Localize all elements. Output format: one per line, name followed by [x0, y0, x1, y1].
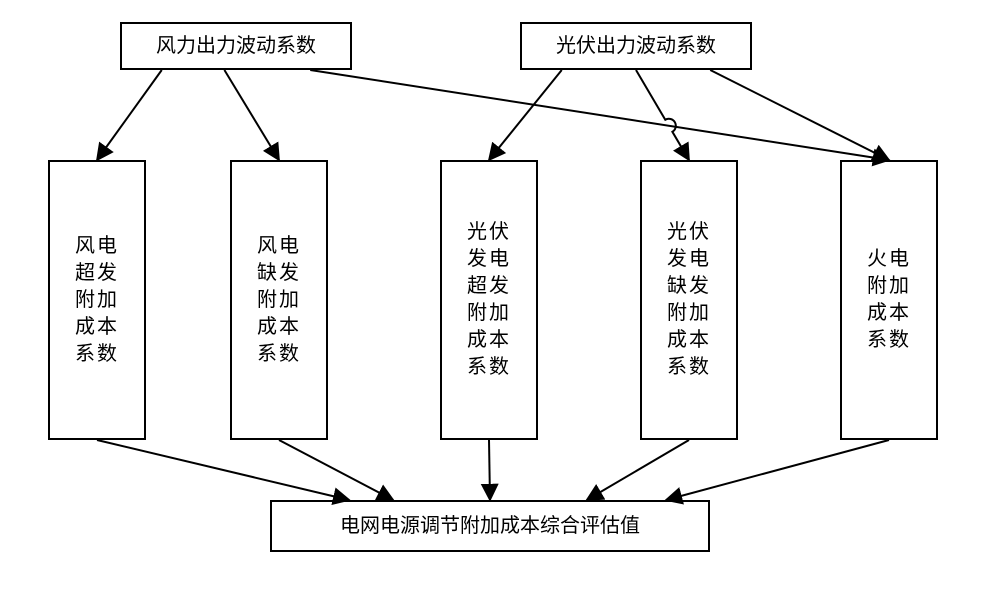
- node-pv-under: 光伏发电缺发附加成本系数: [640, 160, 738, 440]
- node-evaluation: 电网电源调节附加成本综合评估值: [270, 500, 710, 552]
- node-pv-over: 光伏发电超发附加成本系数: [440, 160, 538, 440]
- node-label: 光伏出力波动系数: [556, 32, 716, 60]
- node-label: 风力出力波动系数: [156, 32, 316, 60]
- node-thermal: 火电附加成本系数: [840, 160, 938, 440]
- node-wind-under: 风电缺发附加成本系数: [230, 160, 328, 440]
- node-label: 光伏发电超发附加成本系数: [457, 219, 521, 381]
- node-wind-fluctuation: 风力出力波动系数: [120, 22, 352, 70]
- node-wind-over: 风电超发附加成本系数: [48, 160, 146, 440]
- node-label: 火电附加成本系数: [857, 246, 921, 354]
- node-label: 光伏发电缺发附加成本系数: [657, 219, 721, 381]
- node-pv-fluctuation: 光伏出力波动系数: [520, 22, 752, 70]
- node-label: 风电超发附加成本系数: [65, 233, 129, 368]
- node-label: 电网电源调节附加成本综合评估值: [340, 512, 640, 540]
- node-label: 风电缺发附加成本系数: [247, 233, 311, 368]
